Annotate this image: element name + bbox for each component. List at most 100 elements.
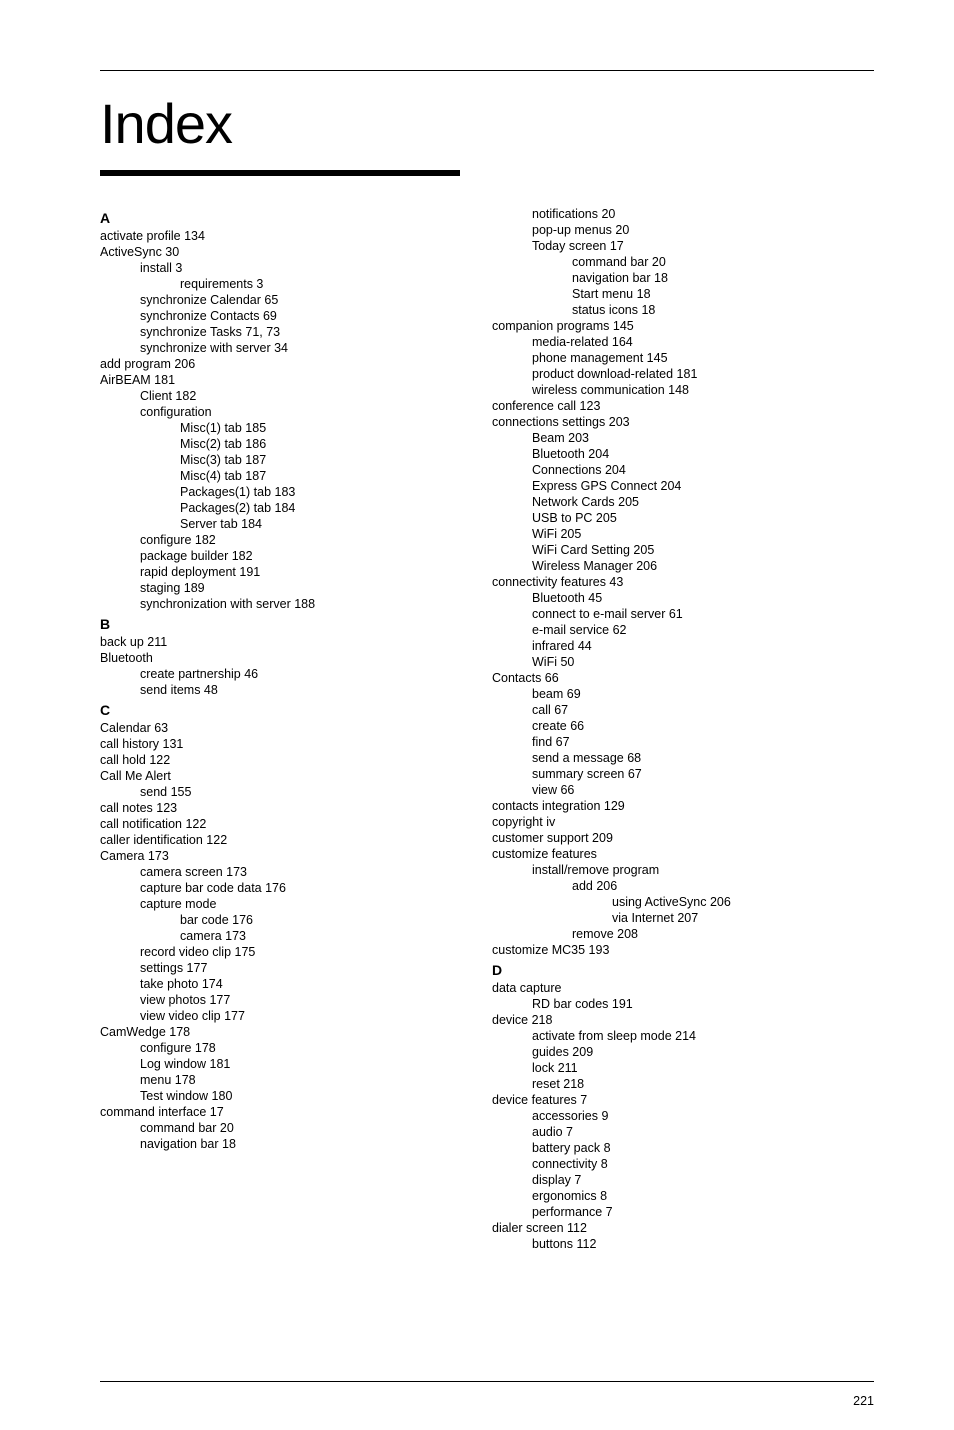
index-entry: Misc(4) tab 187 [180,468,470,484]
index-entry: WiFi 50 [532,654,862,670]
index-entry: remove 208 [572,926,862,942]
index-entry: Express GPS Connect 204 [532,478,862,494]
index-entry: synchronize Tasks 71, 73 [140,324,470,340]
index-entry: camera screen 173 [140,864,470,880]
index-entry: using ActiveSync 206 [612,894,862,910]
index-entry: menu 178 [140,1072,470,1088]
index-letter: D [492,962,862,980]
index-entry: call hold 122 [100,752,470,768]
index-entry: ActiveSync 30 [100,244,470,260]
index-entry: capture bar code data 176 [140,880,470,896]
index-entry: via Internet 207 [612,910,862,926]
index-entry: performance 7 [532,1204,862,1220]
index-entry: send items 48 [140,682,470,698]
index-entry: lock 211 [532,1060,862,1076]
page-number: 221 [853,1394,874,1408]
index-entry: requirements 3 [180,276,470,292]
index-entry: add program 206 [100,356,470,372]
index-entry: activate from sleep mode 214 [532,1028,862,1044]
index-entry: Packages(2) tab 184 [180,500,470,516]
index-entry: Bluetooth 45 [532,590,862,606]
index-entry: navigation bar 18 [572,270,862,286]
index-entry: package builder 182 [140,548,470,564]
index-entry: CamWedge 178 [100,1024,470,1040]
index-entry: connectivity 8 [532,1156,862,1172]
index-entry: back up 211 [100,634,470,650]
index-entry: display 7 [532,1172,862,1188]
index-entry: create 66 [532,718,862,734]
index-entry: e-mail service 62 [532,622,862,638]
title-underline [100,170,460,176]
index-entry: product download-related 181 [532,366,862,382]
index-entry: record video clip 175 [140,944,470,960]
index-entry: Calendar 63 [100,720,470,736]
index-entry: command bar 20 [572,254,862,270]
index-entry: command bar 20 [140,1120,470,1136]
right-column: notifications 20pop-up menus 20Today scr… [492,206,862,1252]
index-entry: battery pack 8 [532,1140,862,1156]
index-entry: ergonomics 8 [532,1188,862,1204]
index-entry: media-related 164 [532,334,862,350]
index-entry: add 206 [572,878,862,894]
index-entry: beam 69 [532,686,862,702]
index-columns: Aactivate profile 134ActiveSync 30instal… [100,206,874,1252]
index-letter: A [100,210,470,228]
index-entry: capture mode [140,896,470,912]
index-entry: Wireless Manager 206 [532,558,862,574]
index-entry: Log window 181 [140,1056,470,1072]
index-entry: Connections 204 [532,462,862,478]
index-entry: guides 209 [532,1044,862,1060]
index-entry: staging 189 [140,580,470,596]
index-entry: Today screen 17 [532,238,862,254]
index-entry: call history 131 [100,736,470,752]
index-entry: data capture [492,980,862,996]
index-entry: customer support 209 [492,830,862,846]
index-entry: Test window 180 [140,1088,470,1104]
page-title: Index [100,91,874,156]
index-entry: configure 178 [140,1040,470,1056]
index-entry: take photo 174 [140,976,470,992]
index-entry: RD bar codes 191 [532,996,862,1012]
index-entry: pop-up menus 20 [532,222,862,238]
index-entry: Misc(1) tab 185 [180,420,470,436]
index-entry: WiFi Card Setting 205 [532,542,862,558]
index-entry: summary screen 67 [532,766,862,782]
index-entry: reset 218 [532,1076,862,1092]
index-entry: configure 182 [140,532,470,548]
index-entry: camera 173 [180,928,470,944]
index-letter: B [100,616,470,634]
bottom-rule [100,1381,874,1382]
index-entry: status icons 18 [572,302,862,318]
index-entry: audio 7 [532,1124,862,1140]
index-entry: USB to PC 205 [532,510,862,526]
index-entry: Bluetooth [100,650,470,666]
index-entry: Network Cards 205 [532,494,862,510]
index-entry: rapid deployment 191 [140,564,470,580]
index-entry: copyright iv [492,814,862,830]
index-entry: Bluetooth 204 [532,446,862,462]
index-entry: customize features [492,846,862,862]
index-letter: C [100,702,470,720]
index-entry: view 66 [532,782,862,798]
index-entry: call 67 [532,702,862,718]
index-entry: connectivity features 43 [492,574,862,590]
index-entry: Contacts 66 [492,670,862,686]
index-entry: WiFi 205 [532,526,862,542]
index-entry: connections settings 203 [492,414,862,430]
index-entry: synchronize Calendar 65 [140,292,470,308]
index-entry: Camera 173 [100,848,470,864]
index-entry: caller identification 122 [100,832,470,848]
top-rule [100,70,874,71]
index-entry: navigation bar 18 [140,1136,470,1152]
index-entry: connect to e-mail server 61 [532,606,862,622]
index-entry: companion programs 145 [492,318,862,334]
index-entry: send 155 [140,784,470,800]
left-column: Aactivate profile 134ActiveSync 30instal… [100,206,470,1252]
index-entry: bar code 176 [180,912,470,928]
index-entry: infrared 44 [532,638,862,654]
index-entry: Misc(3) tab 187 [180,452,470,468]
index-entry: conference call 123 [492,398,862,414]
index-entry: Start menu 18 [572,286,862,302]
index-entry: Beam 203 [532,430,862,446]
index-entry: notifications 20 [532,206,862,222]
